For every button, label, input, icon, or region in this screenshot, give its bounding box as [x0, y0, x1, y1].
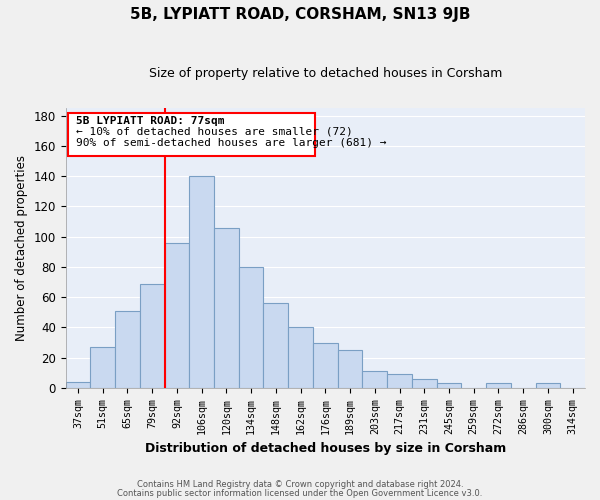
Y-axis label: Number of detached properties: Number of detached properties — [15, 155, 28, 341]
Bar — [190, 176, 214, 388]
Text: Contains HM Land Registry data © Crown copyright and database right 2024.: Contains HM Land Registry data © Crown c… — [137, 480, 463, 489]
X-axis label: Distribution of detached houses by size in Corsham: Distribution of detached houses by size … — [145, 442, 506, 455]
Bar — [164, 242, 190, 388]
Bar — [68, 112, 316, 156]
Bar — [536, 384, 560, 388]
Bar — [263, 303, 288, 388]
Bar — [140, 284, 164, 388]
Bar — [239, 267, 263, 388]
Bar — [91, 347, 115, 388]
Bar — [313, 342, 338, 388]
Bar — [214, 228, 239, 388]
Bar — [338, 350, 362, 388]
Text: Contains public sector information licensed under the Open Government Licence v3: Contains public sector information licen… — [118, 488, 482, 498]
Bar — [115, 311, 140, 388]
Bar — [362, 372, 387, 388]
Text: 90% of semi-detached houses are larger (681) →: 90% of semi-detached houses are larger (… — [76, 138, 386, 148]
Bar — [387, 374, 412, 388]
Text: 5B, LYPIATT ROAD, CORSHAM, SN13 9JB: 5B, LYPIATT ROAD, CORSHAM, SN13 9JB — [130, 8, 470, 22]
Text: 5B LYPIATT ROAD: 77sqm: 5B LYPIATT ROAD: 77sqm — [76, 116, 224, 126]
Bar — [288, 328, 313, 388]
Bar — [486, 384, 511, 388]
Bar — [412, 379, 437, 388]
Text: ← 10% of detached houses are smaller (72): ← 10% of detached houses are smaller (72… — [76, 127, 352, 137]
Title: Size of property relative to detached houses in Corsham: Size of property relative to detached ho… — [149, 68, 502, 80]
Bar — [65, 382, 91, 388]
Bar — [437, 384, 461, 388]
